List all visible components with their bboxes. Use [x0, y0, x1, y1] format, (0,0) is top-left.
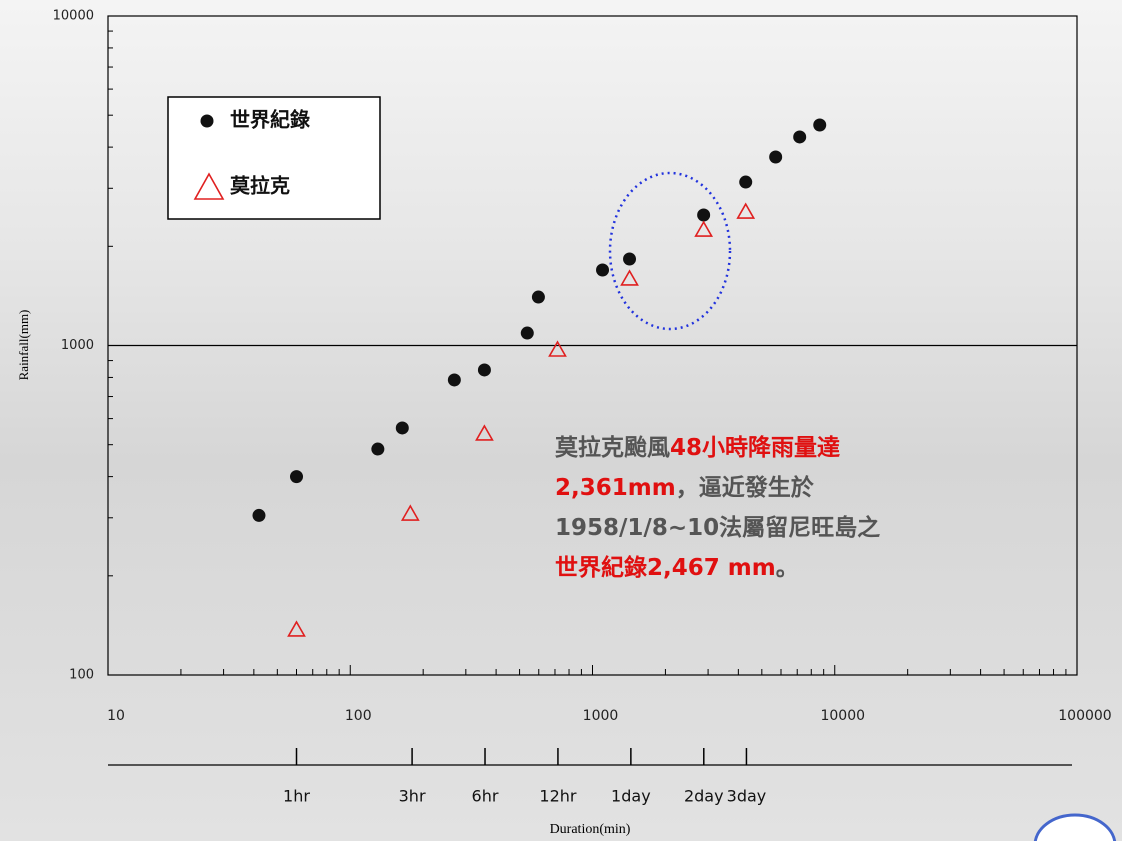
annotation-text: 。 [776, 555, 799, 581]
duration-tick-label: 1day [611, 787, 651, 806]
duration-tick-label: 6hr [472, 787, 499, 806]
x-tick-label: 10 [107, 708, 125, 724]
point [596, 263, 609, 276]
point [371, 443, 384, 456]
annotation-line: 莫拉克颱風48小時降雨量達 [555, 434, 840, 461]
x-tick-label: 100 [345, 708, 372, 724]
point [793, 130, 806, 143]
duration-tick-label: 12hr [539, 787, 577, 806]
point [813, 119, 826, 132]
annotation-text: 世界紀錄2,467 mm [555, 554, 776, 581]
chart: Rainfall(mm) Duration(min) 10 100 1000 1000… [0, 0, 1122, 841]
point [478, 363, 491, 376]
annotation-line: 1958/1/8~10法屬留尼旺島之 [555, 514, 880, 541]
annotation-line: 2,361mm，逼近發生於 [555, 474, 815, 501]
point [769, 151, 782, 164]
x-tick-label: 100000 [1058, 708, 1111, 724]
legend-label: 莫拉克 [229, 174, 290, 198]
annotation-line: 世界紀錄2,467 mm。 [555, 554, 799, 581]
point [739, 176, 752, 189]
x-axis-label: Duration(min) [550, 822, 631, 837]
point [532, 291, 545, 304]
y-axis-label: Rainfall(mm) [16, 310, 31, 381]
annotation-text: 莫拉克颱風 [555, 434, 670, 461]
annotation-text: ，逼近發生於 [676, 474, 815, 501]
y-tick-label: 1000 [61, 338, 94, 353]
point [448, 373, 461, 386]
point [697, 209, 710, 222]
point [290, 470, 303, 483]
point [252, 509, 265, 522]
duration-tick-label: 2day [684, 787, 724, 806]
annotation-text: 1958/1/8~10法屬留尼旺島之 [555, 514, 880, 541]
annotation-text: 2,361mm [555, 475, 676, 501]
point [521, 327, 534, 340]
legend-marker [201, 115, 214, 128]
point [396, 421, 409, 434]
legend-label: 世界紀錄 [230, 108, 310, 132]
x-tick-label: 10000 [820, 708, 865, 724]
duration-tick-label: 3hr [399, 787, 426, 806]
y-tick-label: 100 [69, 668, 94, 683]
duration-tick-label: 1hr [283, 787, 310, 806]
point [623, 253, 636, 266]
annotation-text: 48小時降雨量達 [670, 434, 840, 461]
y-tick-label: 10000 [53, 9, 94, 24]
x-tick-label: 1000 [583, 708, 619, 724]
duration-tick-label: 3day [727, 787, 767, 806]
